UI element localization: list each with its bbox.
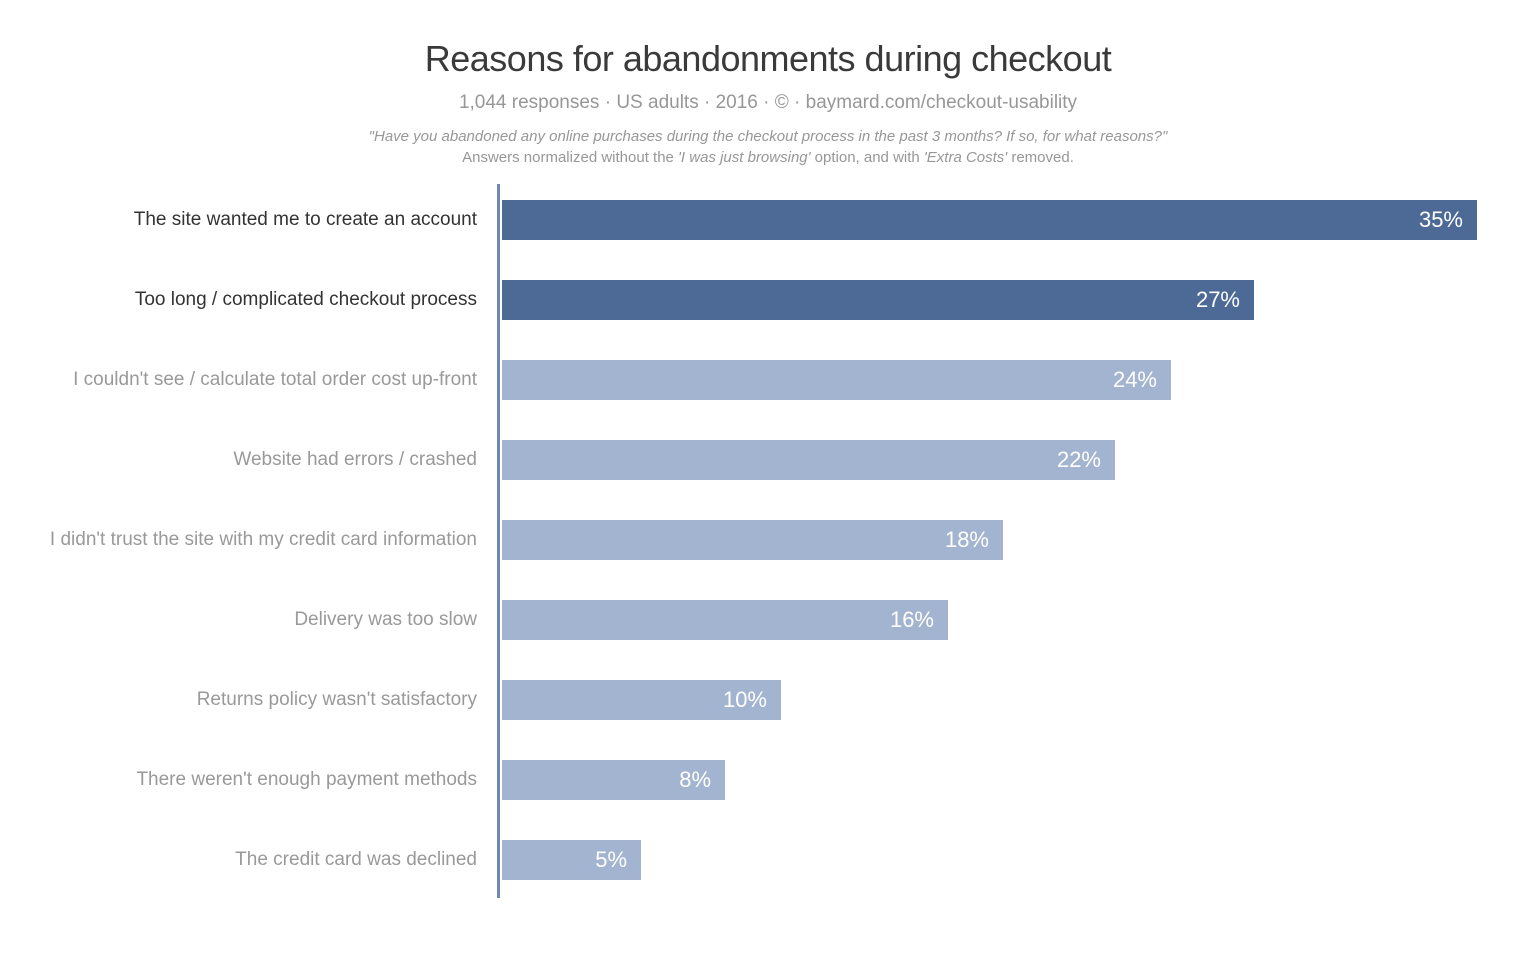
bar-label: Delivery was too slow	[0, 609, 477, 631]
bar-label: The credit card was declined	[0, 849, 477, 871]
table-row: Delivery was too slow 16%	[0, 600, 1536, 640]
bar: 5%	[502, 840, 641, 880]
meta-copyright: ©	[775, 92, 789, 113]
note-text: option, and with	[811, 149, 924, 166]
bar-label: I couldn't see / calculate total order c…	[0, 369, 477, 391]
bar-area: 24%	[502, 360, 1482, 400]
bar-value: 27%	[1196, 287, 1240, 313]
meta-source: baymard.com/checkout-usability	[806, 92, 1077, 113]
bar-area: 22%	[502, 440, 1482, 480]
bar: 8%	[502, 760, 725, 800]
chart-title: Reasons for abandonments during checkout	[0, 38, 1536, 80]
survey-question: "Have you abandoned any online purchases…	[0, 128, 1536, 145]
bar-value: 8%	[679, 767, 711, 793]
survey-note: Answers normalized without the 'I was ju…	[0, 149, 1536, 166]
note-text: removed.	[1007, 149, 1074, 166]
table-row: I didn't trust the site with my credit c…	[0, 520, 1536, 560]
bar-label: Too long / complicated checkout process	[0, 289, 477, 311]
table-row: There weren't enough payment methods 8%	[0, 760, 1536, 800]
table-row: The site wanted me to create an account 3…	[0, 200, 1536, 240]
meta-sep: ·	[704, 92, 716, 113]
table-row: Website had errors / crashed 22%	[0, 440, 1536, 480]
bar: 27%	[502, 280, 1254, 320]
bar-label: Website had errors / crashed	[0, 449, 477, 471]
table-row: The credit card was declined 5%	[0, 840, 1536, 880]
note-em: 'Extra Costs'	[924, 149, 1007, 166]
bar-area: 16%	[502, 600, 1482, 640]
note-text: Answers normalized without the	[462, 149, 678, 166]
bar-value: 35%	[1419, 207, 1463, 233]
bar-area: 10%	[502, 680, 1482, 720]
chart-page: Reasons for abandonments during checkout…	[0, 0, 1536, 965]
meta-year: 2016	[716, 92, 758, 113]
meta-sep: ·	[794, 92, 806, 113]
meta-sep: ·	[763, 92, 775, 113]
meta-audience: US adults	[616, 92, 698, 113]
bar-value: 5%	[595, 847, 627, 873]
bar-value: 10%	[723, 687, 767, 713]
bar-value: 16%	[890, 607, 934, 633]
bar-value: 22%	[1057, 447, 1101, 473]
bar: 16%	[502, 600, 948, 640]
note-em: 'I was just browsing'	[678, 149, 810, 166]
meta-sep: ·	[605, 92, 617, 113]
chart-rows: The site wanted me to create an account 3…	[0, 200, 1536, 880]
bar: 10%	[502, 680, 781, 720]
bar-label: There weren't enough payment methods	[0, 769, 477, 791]
table-row: Returns policy wasn't satisfactory 10%	[0, 680, 1536, 720]
bar: 18%	[502, 520, 1003, 560]
bar: 35%	[502, 200, 1477, 240]
bar-chart: The site wanted me to create an account 3…	[0, 200, 1536, 880]
bar-area: 35%	[502, 200, 1482, 240]
table-row: I couldn't see / calculate total order c…	[0, 360, 1536, 400]
bar-label: The site wanted me to create an account	[0, 209, 477, 231]
bar-area: 5%	[502, 840, 1482, 880]
bar-label: Returns policy wasn't satisfactory	[0, 689, 477, 711]
chart-meta: 1,044 responses · US adults · 2016 · © ·…	[0, 92, 1536, 114]
bar-area: 27%	[502, 280, 1482, 320]
meta-responses: 1,044 responses	[459, 92, 600, 113]
bar-value: 18%	[945, 527, 989, 553]
bar-area: 18%	[502, 520, 1482, 560]
bar-value: 24%	[1113, 367, 1157, 393]
bar: 22%	[502, 440, 1115, 480]
bar-area: 8%	[502, 760, 1482, 800]
bar: 24%	[502, 360, 1171, 400]
table-row: Too long / complicated checkout process 2…	[0, 280, 1536, 320]
bar-label: I didn't trust the site with my credit c…	[0, 529, 477, 551]
